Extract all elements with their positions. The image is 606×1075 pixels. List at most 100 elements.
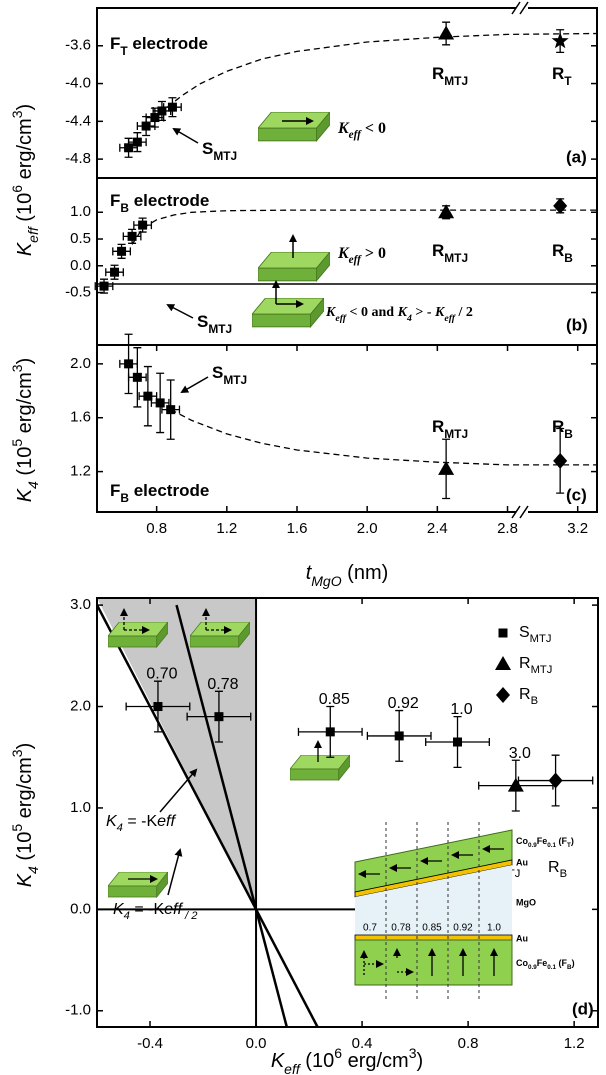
x-axis-title: Keff (106 erg/cm3) xyxy=(271,1045,423,1075)
text-part: R xyxy=(519,655,531,672)
text-part: MTJ xyxy=(444,427,468,441)
text-part: K xyxy=(397,305,409,320)
text-part: > - xyxy=(412,305,435,320)
y-tick-label: -4.8 xyxy=(65,150,91,167)
text-part: (10 xyxy=(14,447,36,481)
x-tick-label: 0.0 xyxy=(246,1035,267,1052)
data-point xyxy=(453,737,463,747)
text-part: 5 xyxy=(9,824,25,832)
text-part: R xyxy=(548,859,560,876)
x-tick-label: 0.8 xyxy=(146,520,167,537)
text-part: R xyxy=(519,686,531,703)
y-tick-label: -4.4 xyxy=(65,112,91,129)
text-part: eff xyxy=(25,225,41,243)
text-part: (10 xyxy=(300,1050,334,1072)
text-part: (F xyxy=(556,836,567,846)
y-tick-label: 1.0 xyxy=(70,799,91,816)
text-part: MgO xyxy=(311,573,341,589)
text-part: eff xyxy=(444,313,456,324)
series-label: RB xyxy=(548,859,567,880)
y-axis-title: Keff (106 erg/cm3) xyxy=(9,104,41,256)
data-point xyxy=(153,702,163,712)
text-part: erg/cm xyxy=(14,372,36,439)
text-part: K xyxy=(271,1050,286,1072)
text-part: = -K xyxy=(130,901,165,918)
x-axis-title: tMgO (nm) xyxy=(306,562,389,588)
background-layer xyxy=(95,598,355,1028)
text-part: B xyxy=(564,427,573,441)
series-label: RB xyxy=(552,417,573,441)
text-part: electrode xyxy=(129,191,209,210)
series-label: SMTJ xyxy=(197,312,232,336)
thickness-label: 1.0 xyxy=(487,923,501,934)
point-label: 0.78 xyxy=(207,676,238,693)
text-part: S xyxy=(197,312,208,331)
text-part: Fe xyxy=(537,958,548,968)
series-label: RT xyxy=(552,64,572,88)
text-part: erg/cm xyxy=(14,118,36,185)
x-tick-label: 1.6 xyxy=(287,520,308,537)
text-part: ) xyxy=(571,836,574,846)
point-label: 0.85 xyxy=(319,691,350,708)
text-part: ) xyxy=(14,104,36,111)
layer-label: Co0.9Fe0.1 (FT) xyxy=(516,836,574,849)
text-part: K xyxy=(14,241,36,256)
text-part: (10 xyxy=(14,832,36,866)
text-part: R xyxy=(432,241,444,260)
reference-line xyxy=(175,604,289,1028)
point-label: 0.92 xyxy=(388,695,419,712)
text-part: R xyxy=(432,417,444,436)
frame xyxy=(96,597,599,1028)
text-part: B xyxy=(120,201,129,215)
data-point xyxy=(99,281,109,291)
data-point xyxy=(141,121,151,131)
data-point xyxy=(438,204,455,219)
point-label: 0.70 xyxy=(146,666,177,683)
x-tick-label: 0.8 xyxy=(458,1035,479,1052)
data-point xyxy=(124,143,134,153)
text-part: 5 xyxy=(9,439,25,447)
pointer-arrows xyxy=(166,127,209,393)
data-point xyxy=(155,398,165,408)
legend-label: RB xyxy=(519,686,538,707)
x-tick-label: 1.2 xyxy=(564,1035,585,1052)
panel-label: (c) xyxy=(566,485,587,504)
y-tick-label: -1.0 xyxy=(65,1002,91,1019)
y-tick-label: 0.5 xyxy=(70,230,91,247)
text-part: B xyxy=(564,251,573,265)
series-label: RMTJ xyxy=(432,417,468,441)
axis-break xyxy=(511,1,529,519)
panel-label: (a) xyxy=(566,147,587,166)
text-part: 0.1 xyxy=(547,964,556,971)
frame xyxy=(96,7,598,513)
text-part: Co xyxy=(516,958,528,968)
text-part: 4 xyxy=(406,313,412,324)
data-point xyxy=(394,731,404,741)
data-point xyxy=(214,712,224,722)
text-part: R xyxy=(552,241,564,260)
text-part: MTJ xyxy=(531,664,553,676)
text-part: K xyxy=(337,245,350,262)
series-label: RMTJ xyxy=(432,64,468,88)
x-tick-label: 2.0 xyxy=(357,520,378,537)
legend-marker xyxy=(496,687,510,703)
x-tick-label: 2.4 xyxy=(427,520,448,537)
data-point xyxy=(438,460,455,475)
text-part: K xyxy=(434,305,446,320)
annotation: Keff < 0 and K4 > - Keff / 2 xyxy=(325,305,473,324)
data-point xyxy=(132,372,142,382)
annotation: Keff < 0 xyxy=(337,120,386,141)
text-part: Co xyxy=(516,836,528,846)
fit-line xyxy=(170,409,597,466)
text-part: K xyxy=(337,120,350,137)
text-part: K xyxy=(106,813,118,830)
text-part: 4 xyxy=(25,481,41,489)
data-point xyxy=(124,359,134,369)
data-point xyxy=(551,32,569,49)
y-tick-label: -4.0 xyxy=(65,75,91,92)
series-label: SMTJ xyxy=(202,139,237,163)
text-part: MTJ xyxy=(223,373,247,387)
text-part: F xyxy=(110,481,120,500)
layer-label: MgO xyxy=(516,897,536,907)
